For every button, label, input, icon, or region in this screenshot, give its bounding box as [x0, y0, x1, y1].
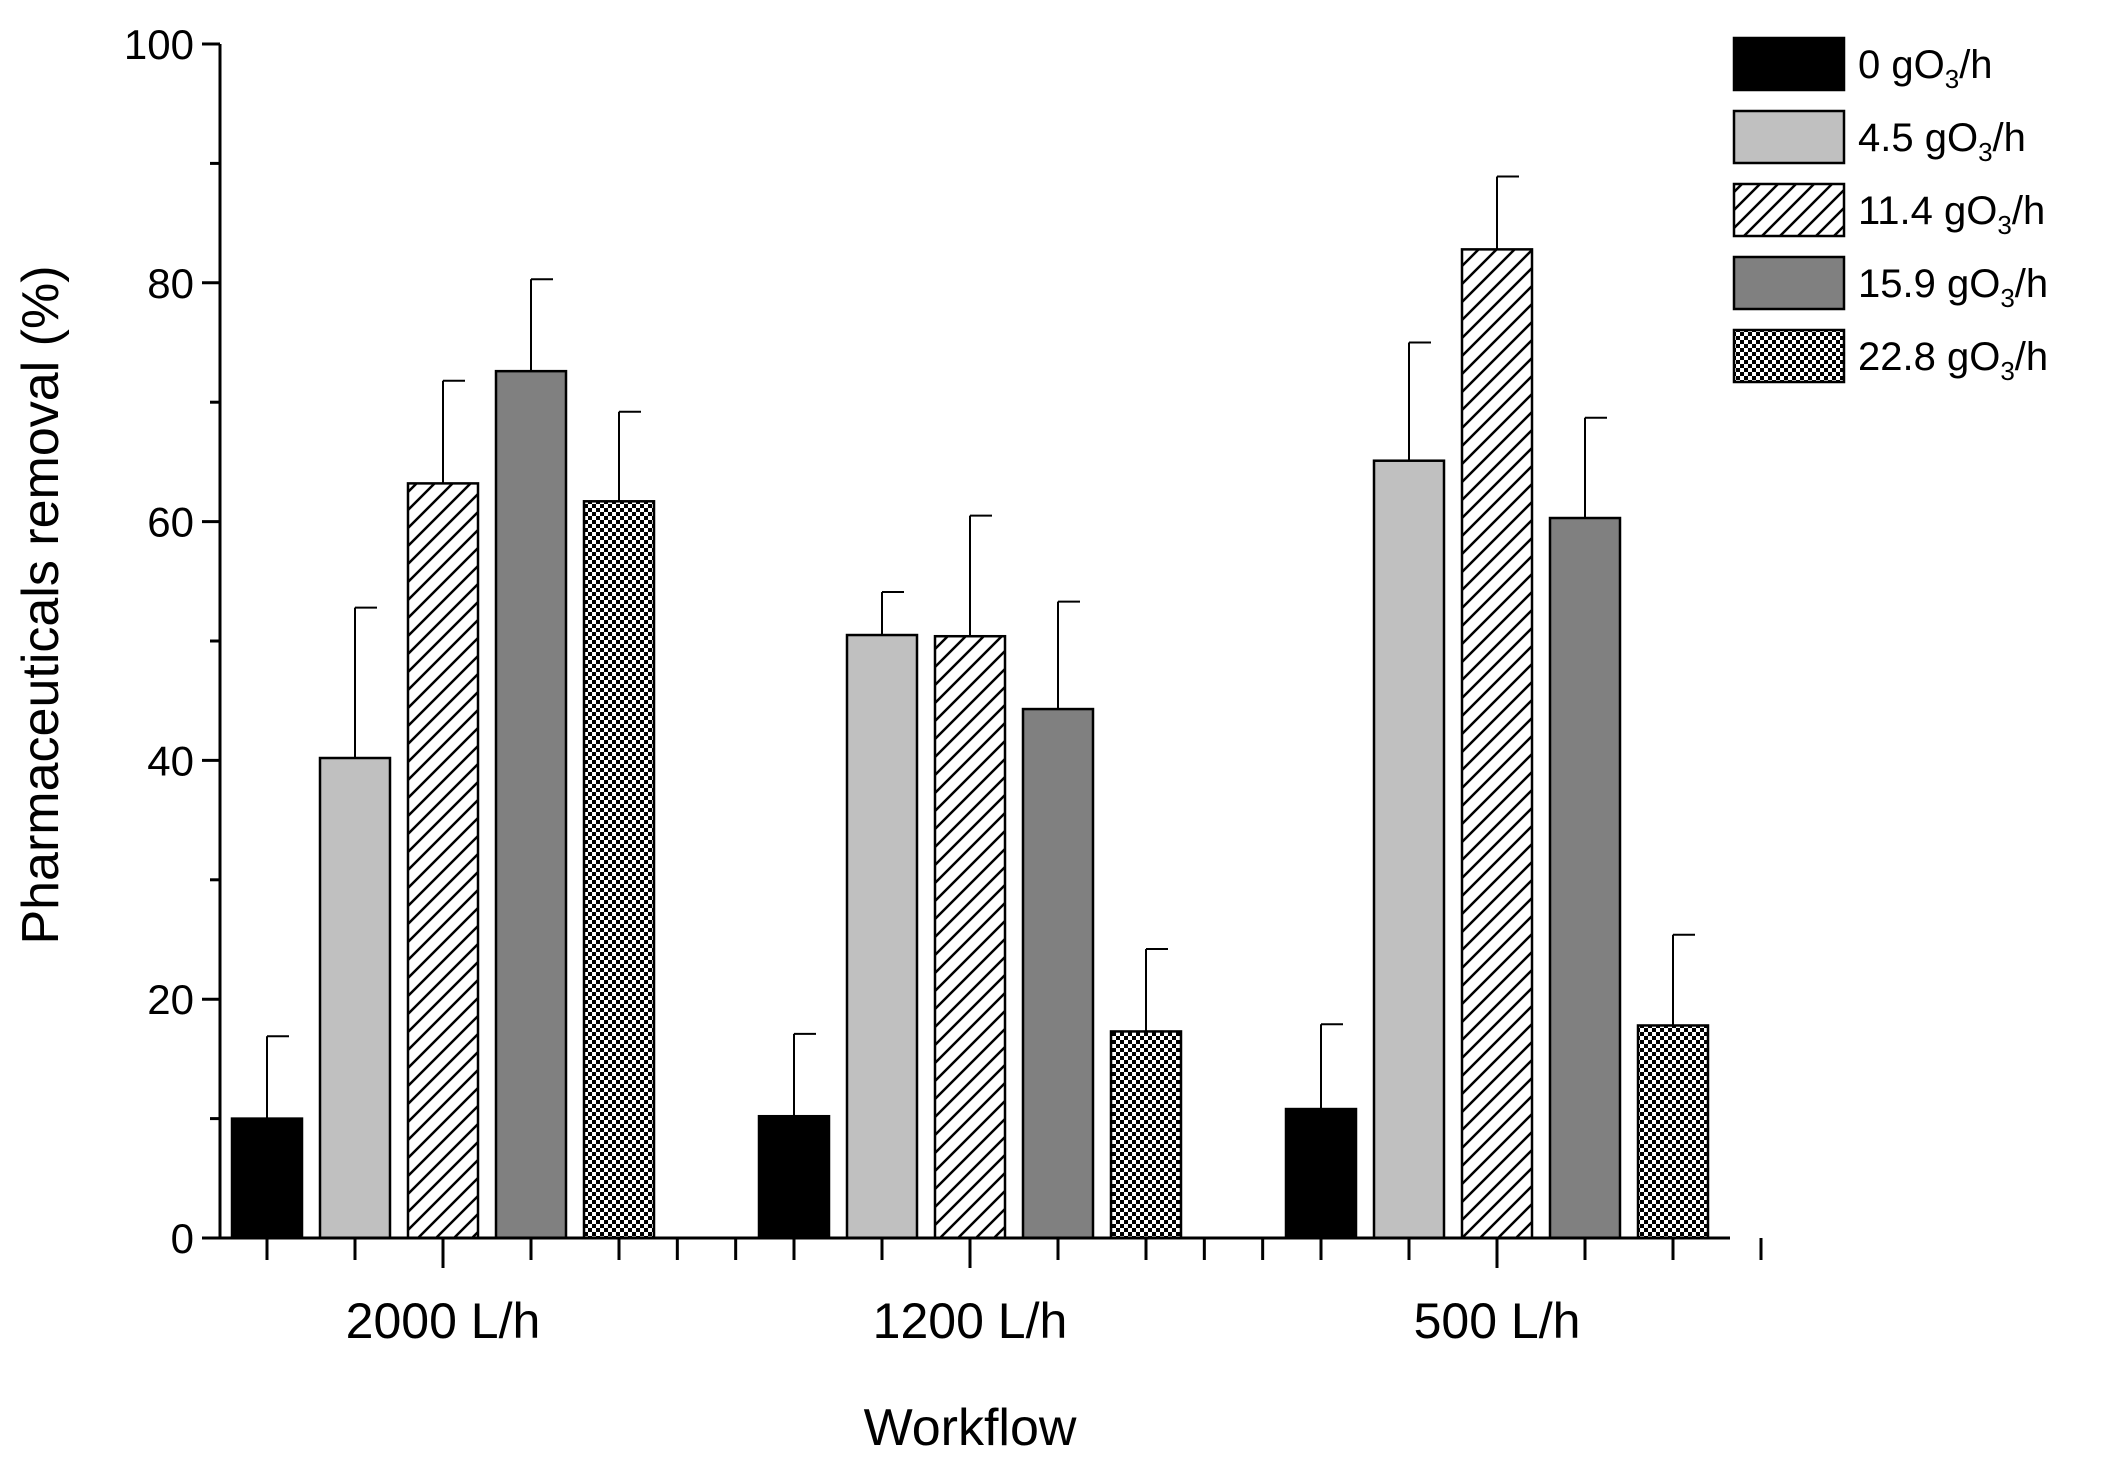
legend-label: 4.5 gO3/h: [1858, 116, 2026, 167]
y-tick-label: 40: [147, 737, 194, 784]
legend-swatch: [1732, 36, 1846, 92]
legend-item: 0 gO3/h: [1732, 36, 1993, 94]
bar: [845, 633, 919, 1240]
x-axis-title: Workflow: [864, 1399, 1077, 1457]
x-tick-label: 2000 L/h: [346, 1293, 541, 1349]
bar: [406, 482, 480, 1240]
bar: [757, 1114, 831, 1240]
bars-layer: [230, 175, 1710, 1240]
y-tick-label: 0: [171, 1215, 194, 1262]
bar: [230, 1117, 304, 1240]
legend-swatch: [1732, 255, 1846, 311]
legend-swatch: [1732, 328, 1846, 384]
bar: [318, 756, 392, 1240]
bar: [1548, 516, 1622, 1240]
legend-item: 4.5 gO3/h: [1732, 109, 2026, 167]
y-axis-title: Pharmaceuticals removal (%): [12, 265, 70, 944]
axes-layer: 0 20 40 60 80 100 2000 L/h 1200 L/h 500 L/h: [124, 21, 1763, 1349]
bar: [1021, 707, 1095, 1240]
legend-label: 22.8 gO3/h: [1858, 335, 2048, 386]
x-tick-label: 1200 L/h: [873, 1293, 1068, 1349]
legend-item: 22.8 gO3/h: [1732, 328, 2048, 386]
x-tick-label: 500 L/h: [1414, 1293, 1581, 1349]
y-tick-label: 100: [124, 21, 194, 68]
bar: [494, 369, 568, 1240]
legend-item: 15.9 gO3/h: [1732, 255, 2048, 313]
legend-label: 15.9 gO3/h: [1858, 262, 2048, 313]
bar: [1109, 1030, 1183, 1240]
bar: [582, 500, 656, 1240]
legend-item: 11.4 gO3/h: [1732, 182, 2045, 240]
bar: [1372, 459, 1446, 1240]
legend-swatch: [1732, 182, 1846, 238]
bar: [1460, 248, 1534, 1240]
legend-label: 0 gO3/h: [1858, 43, 1993, 94]
bar: [933, 634, 1007, 1240]
legend: 0 gO3/h 4.5 gO3/h 11.4 gO3/h 15.9 gO3/h 22.8…: [1732, 36, 2048, 386]
y-tick-label: 80: [147, 260, 194, 307]
legend-swatch: [1732, 109, 1846, 165]
y-tick-label: 60: [147, 499, 194, 546]
bar: [1636, 1024, 1710, 1240]
y-tick-label: 20: [147, 976, 194, 1023]
legend-label: 11.4 gO3/h: [1858, 189, 2045, 240]
bar: [1284, 1107, 1358, 1240]
